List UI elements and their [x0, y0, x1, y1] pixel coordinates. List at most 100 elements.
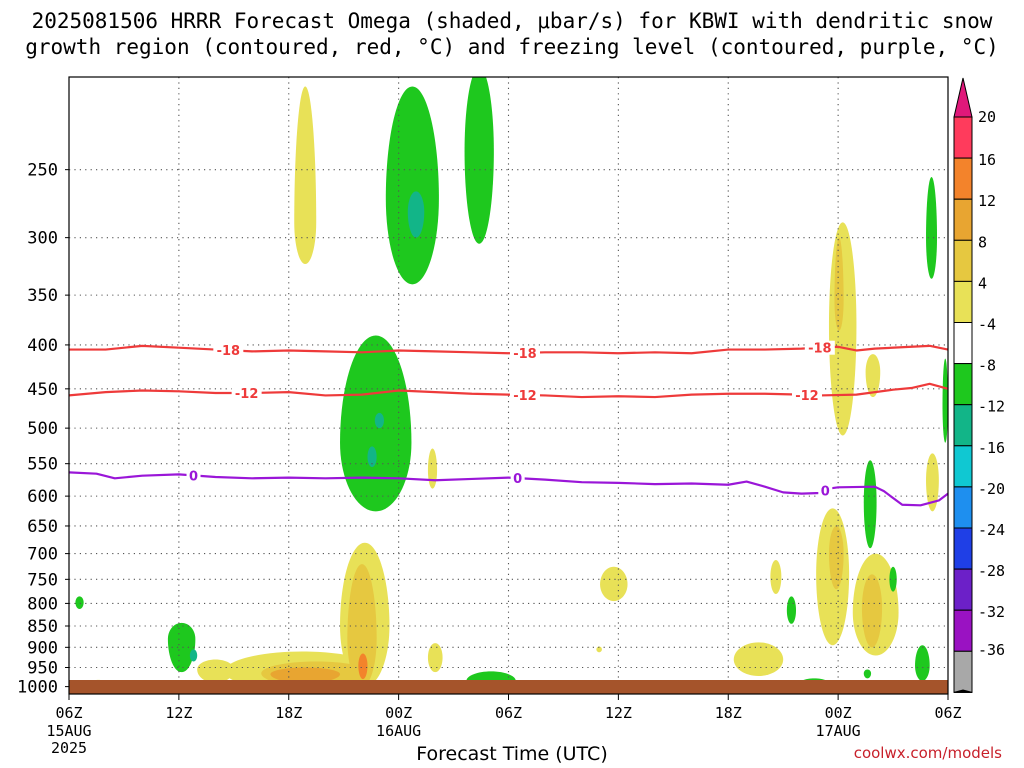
contour-label: 0: [189, 469, 198, 484]
x-tick-label: 00Z: [825, 704, 852, 722]
omega-region: [889, 566, 897, 592]
colorbar-segment: [953, 239, 973, 282]
x-tick-label: 18Z: [715, 704, 742, 722]
y-tick-label: 850: [27, 617, 58, 637]
contour-label-bg: [818, 483, 833, 498]
omega-region: [596, 646, 602, 653]
site-credit[interactable]: coolwx.com/models: [853, 744, 1002, 762]
omega-region: [407, 191, 425, 238]
colorbar-tick-label: -12: [978, 398, 1005, 416]
contour-label: -12: [513, 389, 537, 404]
omega-region: [770, 559, 782, 594]
contour-label: -18: [808, 342, 832, 357]
x-tick-label: 00Z: [385, 704, 412, 722]
omega-region: [600, 566, 628, 602]
colorbar-bottom-arrow: [953, 689, 973, 693]
y-tick-label: 300: [27, 229, 58, 249]
omega-region: [786, 596, 797, 624]
colorbar-segment: [953, 445, 973, 488]
chart-title-line-1: 2025081506 HRRR Forecast Omega (shaded, …: [31, 9, 993, 33]
contour-label-bg: [791, 387, 822, 402]
contour-label-bg: [186, 468, 201, 483]
omega-region: [358, 653, 368, 680]
x-tick-sublabel: 2025: [51, 739, 87, 757]
x-tick-label: 06Z: [934, 704, 961, 722]
omega-region: [197, 659, 234, 683]
terrain-band: [69, 680, 948, 694]
y-tick-label: 600: [27, 487, 58, 507]
omega-region: [926, 177, 938, 279]
contour-freezing_level_0: [69, 471, 949, 507]
y-tick-label: 250: [27, 161, 58, 181]
x-axis-title: Forecast Time (UTC): [416, 743, 608, 765]
omega-region: [374, 412, 384, 429]
colorbar-tick-label: -36: [978, 641, 1005, 659]
colorbar-segment: [953, 650, 973, 693]
omega-region: [828, 525, 844, 590]
chart-title-line-2: growth region (contoured, red, °C) and f…: [25, 35, 999, 59]
colorbar-tick-label: -8: [978, 357, 996, 375]
x-tick-label: 06Z: [495, 704, 522, 722]
colorbar-tick-label: 8: [978, 233, 987, 251]
colorbar-tick-label: 4: [978, 274, 987, 292]
omega-region: [464, 77, 494, 244]
y-tick-label: 900: [27, 638, 58, 658]
y-tick-label: 550: [27, 455, 58, 475]
omega-region: [189, 649, 198, 662]
omega-shading: [75, 77, 948, 693]
y-tick-label: 450: [27, 380, 58, 400]
colorbar-segment: [953, 527, 973, 570]
colorbar-segment: [953, 157, 973, 200]
colorbar-tick-label: 12: [978, 192, 996, 210]
omega-region: [834, 237, 844, 331]
colorbar-segment: [953, 198, 973, 241]
y-tick-label: 1000: [17, 678, 58, 698]
y-tick-label: 350: [27, 286, 58, 306]
x-tick-label: 06Z: [55, 704, 82, 722]
contour-label: 0: [513, 472, 522, 487]
grid-lines: [69, 77, 948, 694]
contour-label-bg: [804, 340, 835, 355]
contour-label: -18: [217, 344, 241, 359]
y-axis: 2503003504004505005506006507007508008509…: [17, 161, 69, 698]
contour-label: 0: [821, 484, 830, 499]
contour-label: -12: [795, 389, 819, 404]
colorbar-segment: [953, 116, 973, 159]
contour-label: -12: [235, 387, 259, 402]
colorbar-tick-label: -4: [978, 316, 996, 334]
colorbar-tick-label: -16: [978, 439, 1005, 457]
colorbar-segment: [953, 363, 973, 406]
x-tick-sublabel: 15AUG: [46, 722, 91, 740]
y-tick-label: 650: [27, 517, 58, 537]
y-tick-label: 700: [27, 545, 58, 565]
y-tick-label: 500: [27, 419, 58, 439]
omega-region: [733, 642, 784, 677]
omega-region: [865, 354, 881, 398]
colorbar-segment: [953, 568, 973, 611]
colorbar-top-arrow: [953, 77, 973, 118]
y-tick-label: 950: [27, 658, 58, 678]
omega-region: [294, 86, 317, 265]
colorbar-tick-label: -24: [978, 521, 1005, 539]
x-tick-label: 18Z: [275, 704, 302, 722]
contour-labels: -18 -18 -18 -12 -12 -12 0 0 0: [186, 340, 835, 499]
omega-region: [385, 86, 439, 285]
colorbar-tick-label: -20: [978, 480, 1005, 498]
contour-label-bg: [231, 385, 262, 400]
contour-label-bg: [509, 387, 540, 402]
contour-dgz_-12: [69, 382, 949, 399]
omega-region: [347, 564, 377, 687]
omega-region: [863, 460, 877, 549]
contour-label-bg: [509, 345, 540, 360]
omega-region: [926, 453, 939, 512]
colorbar-tick-label: -32: [978, 603, 1005, 621]
chart-title: 2025081506 HRRR Forecast Omega (shaded, …: [0, 8, 1024, 60]
y-tick-label: 800: [27, 594, 58, 614]
omega-region: [942, 358, 948, 443]
omega-region: [427, 643, 443, 673]
y-tick-label: 750: [27, 570, 58, 590]
y-tick-label: 400: [27, 336, 58, 356]
x-tick-sublabel: 16AUG: [376, 722, 421, 740]
